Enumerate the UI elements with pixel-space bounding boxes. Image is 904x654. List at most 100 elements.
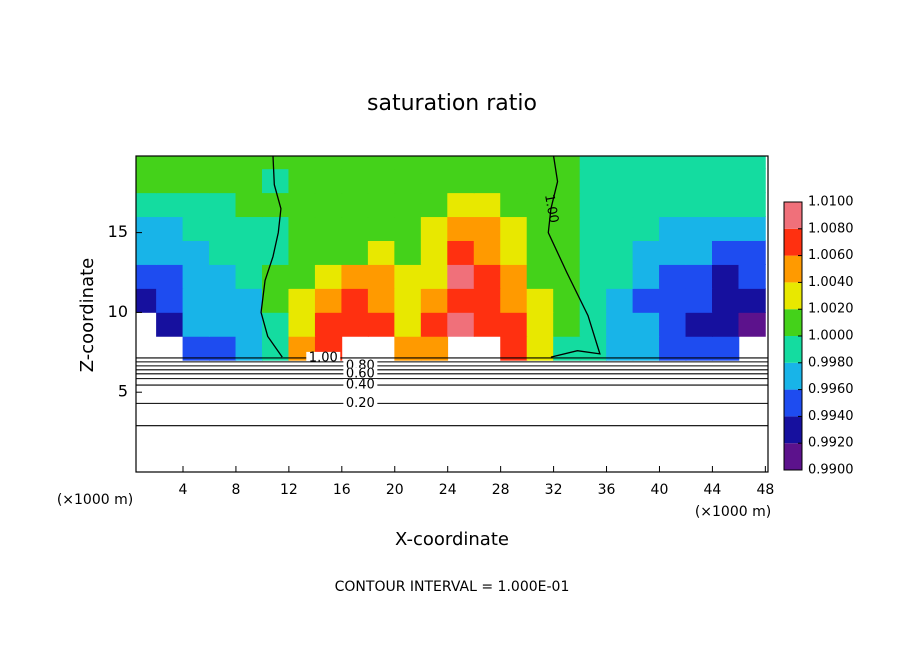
field-cell bbox=[420, 156, 449, 170]
field-cell bbox=[606, 192, 634, 218]
field-cell bbox=[712, 192, 740, 218]
field-cell bbox=[341, 240, 369, 265]
field-cell bbox=[579, 192, 607, 218]
field-cell bbox=[288, 264, 316, 289]
field-cell bbox=[526, 192, 554, 218]
colorbar-swatch bbox=[784, 228, 802, 256]
field-cell bbox=[394, 312, 422, 337]
field-cell bbox=[235, 264, 263, 289]
colorbar-swatch bbox=[784, 362, 802, 390]
field-cell bbox=[712, 168, 740, 194]
field bbox=[136, 156, 766, 361]
field-cell bbox=[712, 312, 740, 337]
field-cell bbox=[579, 216, 607, 241]
field-cell bbox=[420, 216, 449, 241]
colorbar: 0.9900 0.9920 0.9940 0.9960 0.9980 1.0000 1.00… bbox=[783, 195, 854, 478]
field-cell bbox=[606, 335, 634, 361]
field-cell bbox=[156, 264, 184, 289]
field-cell bbox=[738, 168, 766, 194]
field-cell bbox=[367, 156, 396, 170]
colorbar-label: 1.0020 bbox=[808, 302, 854, 317]
y-tick-label: 10 bbox=[108, 302, 128, 321]
field-cell bbox=[632, 312, 660, 337]
field-cell bbox=[209, 264, 237, 289]
contour-label: 1.00 bbox=[541, 193, 561, 224]
field-cell bbox=[500, 240, 528, 265]
field-cell bbox=[420, 288, 449, 313]
field-cell bbox=[685, 240, 713, 265]
field-cell bbox=[526, 168, 554, 194]
field-cell bbox=[500, 264, 528, 289]
field-cell bbox=[420, 335, 449, 361]
field-cell bbox=[420, 264, 449, 289]
field-cell bbox=[738, 216, 766, 241]
field-cell bbox=[659, 288, 687, 313]
field-cell bbox=[235, 216, 263, 241]
field-cell bbox=[182, 288, 210, 313]
field-cell bbox=[500, 335, 528, 361]
contour-label-bg bbox=[343, 379, 378, 392]
field-cell bbox=[685, 312, 713, 337]
field-cell bbox=[500, 192, 528, 218]
field-cell bbox=[685, 192, 713, 218]
field-cell bbox=[606, 312, 634, 337]
field-cell bbox=[473, 288, 502, 313]
field-cell bbox=[553, 216, 581, 241]
field-cell bbox=[288, 312, 316, 337]
field-cell bbox=[473, 156, 502, 170]
x-tick-label: 40 bbox=[651, 482, 669, 498]
field-cell bbox=[632, 168, 660, 194]
field-cell bbox=[314, 216, 343, 241]
field-cell bbox=[447, 288, 475, 313]
field-cell bbox=[367, 288, 396, 313]
field-cell bbox=[606, 168, 634, 194]
contour-lines: 1.000.800.600.400.201.00 bbox=[136, 156, 768, 427]
field-cell bbox=[632, 288, 660, 313]
field-cell bbox=[182, 264, 210, 289]
field-cell bbox=[394, 156, 422, 170]
field-cell bbox=[473, 264, 502, 289]
field-cell bbox=[209, 168, 237, 194]
field-cell bbox=[235, 312, 263, 337]
field-cell bbox=[738, 240, 766, 265]
colorbar-swatch bbox=[784, 202, 802, 229]
field-cell bbox=[314, 312, 343, 337]
field-cell bbox=[500, 156, 528, 170]
colorbar-label: 0.9960 bbox=[808, 382, 854, 397]
field-cell bbox=[606, 216, 634, 241]
colorbar-label: 1.0100 bbox=[808, 195, 854, 210]
field-cell bbox=[526, 335, 554, 361]
field-cell bbox=[553, 312, 581, 337]
field-cell bbox=[314, 192, 343, 218]
field-cell bbox=[447, 156, 475, 170]
field-cell bbox=[473, 216, 502, 241]
field-cell bbox=[314, 240, 343, 265]
field-cell bbox=[136, 216, 157, 241]
field-cell bbox=[473, 240, 502, 265]
field-cell bbox=[288, 288, 316, 313]
field-cell bbox=[659, 216, 687, 241]
field-cell bbox=[156, 156, 184, 170]
contour-label: 0.60 bbox=[346, 366, 375, 381]
field-cell bbox=[136, 156, 157, 170]
x-tick-label: 8 bbox=[231, 482, 240, 498]
field-cell bbox=[262, 156, 290, 170]
field-cell bbox=[632, 264, 660, 289]
field-cell bbox=[314, 156, 343, 170]
contour-label: 0.20 bbox=[346, 396, 375, 411]
field-cell bbox=[526, 240, 554, 265]
colorbar-label: 1.0000 bbox=[808, 329, 854, 344]
field-cell bbox=[606, 264, 634, 289]
field-cell bbox=[659, 240, 687, 265]
field-cell bbox=[182, 335, 210, 361]
field-cell bbox=[209, 192, 237, 218]
field-cell bbox=[262, 192, 290, 218]
field-cell bbox=[553, 335, 581, 361]
field-cell bbox=[553, 264, 581, 289]
x-tick-label: 44 bbox=[703, 482, 721, 498]
field-cell bbox=[288, 240, 316, 265]
colorbar-label: 0.9940 bbox=[808, 409, 854, 424]
field-cell bbox=[136, 264, 157, 289]
field-cell bbox=[685, 168, 713, 194]
contour-label: 1.00 bbox=[309, 350, 338, 365]
